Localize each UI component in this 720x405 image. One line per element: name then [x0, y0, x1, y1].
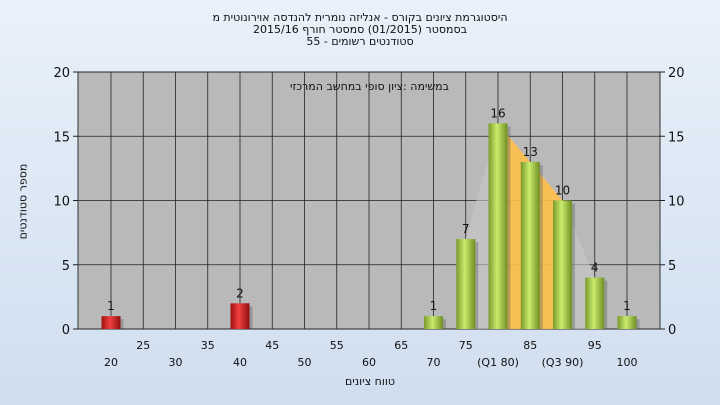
x-axis-title: טווח ציונים [345, 375, 395, 388]
x-tick-label: (Q3 90) [542, 356, 584, 369]
chart-title-line-1: היסטוגרמת ציונים בקורס - אנליזה נומרית ל… [212, 11, 508, 24]
bar-value-label: 2 [236, 286, 244, 300]
x-tick-label: 55 [330, 339, 344, 352]
bar-value-label: 1 [107, 299, 115, 313]
bar-value-label: 7 [462, 222, 470, 236]
x-tick-label: 65 [394, 339, 408, 352]
x-tick-label: 35 [201, 339, 215, 352]
histogram-bar [488, 123, 508, 330]
x-tick-label: 20 [104, 356, 118, 369]
histogram-bar [617, 316, 637, 329]
bar-value-label: 4 [591, 261, 599, 275]
x-tick-label: 75 [459, 339, 473, 352]
x-tick-label: 70 [427, 356, 441, 369]
bar-value-label: 10 [555, 184, 570, 198]
x-tick-label: 60 [362, 356, 376, 369]
chart-title-line-3: סטודנטים רשומים - 55 [306, 35, 414, 48]
histogram-bar [520, 161, 540, 329]
x-tick-label: 45 [265, 339, 279, 352]
histogram-bar [101, 316, 121, 329]
x-tick-label: 40 [233, 356, 247, 369]
y-tick-label-left: 20 [53, 66, 70, 81]
y-tick-label-right: 10 [668, 195, 685, 210]
y-tick-label-right: 0 [668, 323, 676, 338]
y-tick-label-left: 15 [53, 130, 70, 145]
bar-value-label: 1 [430, 299, 438, 313]
chart-annotation: במשימה :ציון סופי במחשב המרכזי [290, 80, 450, 93]
y-tick-label-right: 20 [668, 66, 685, 81]
y-tick-label-right: 15 [668, 130, 685, 145]
y-axis-title: מספר סטודנטים [16, 163, 30, 240]
x-tick-label: 25 [136, 339, 150, 352]
x-tick-label: 95 [588, 339, 602, 352]
x-tick-label: 50 [298, 356, 312, 369]
histogram-bar [553, 200, 572, 329]
histogram-bar [456, 239, 476, 329]
histogram-bar [424, 316, 443, 329]
bar-value-label: 16 [490, 106, 505, 120]
x-tick-label: 100 [617, 356, 638, 369]
x-tick-label: 30 [169, 356, 183, 369]
chart-title-line-2: בסמסטר (01/2015) סמסטר חורף 2015/16 [253, 23, 467, 36]
bar-value-label: 1 [623, 299, 631, 313]
bar-value-label: 13 [523, 145, 538, 159]
y-tick-label-left: 5 [62, 259, 70, 274]
histogram-bar [230, 303, 250, 329]
x-tick-label: 85 [523, 339, 537, 352]
y-tick-label-left: 0 [62, 323, 70, 338]
y-tick-label-left: 10 [53, 195, 70, 210]
y-tick-label-right: 5 [668, 259, 676, 274]
histogram-bar [585, 277, 605, 329]
x-tick-label: (Q1 80) [477, 356, 519, 369]
